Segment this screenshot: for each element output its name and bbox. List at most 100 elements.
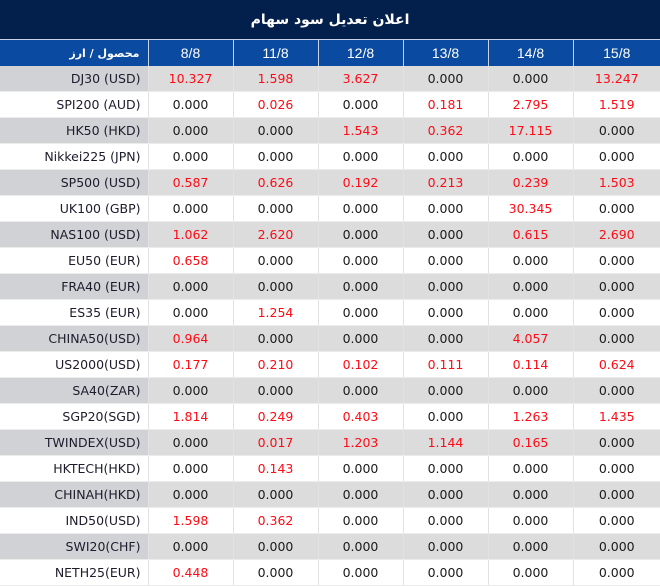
table-row: SWI20(CHF) 0.000 0.000 0.000 0.000 0.000 0.000 bbox=[0, 533, 660, 560]
symbol-cell: CHINA50(USD) bbox=[0, 325, 149, 352]
value-cell: 0.000 bbox=[573, 117, 660, 144]
value-cell: 0.000 bbox=[233, 377, 319, 404]
value-cell: 17.115 bbox=[488, 117, 574, 144]
value-cell: 0.000 bbox=[233, 481, 319, 508]
value-cell: 0.000 bbox=[403, 66, 489, 92]
value-cell: 0.102 bbox=[318, 351, 404, 378]
value-cell: 0.000 bbox=[233, 559, 319, 586]
value-cell: 0.000 bbox=[488, 481, 574, 508]
value-cell: 1.519 bbox=[573, 91, 660, 118]
value-cell: 2.620 bbox=[233, 221, 319, 248]
value-cell: 0.000 bbox=[488, 559, 574, 586]
value-cell: 0.000 bbox=[488, 377, 574, 404]
value-cell: 0.000 bbox=[403, 533, 489, 560]
value-cell: 0.000 bbox=[318, 377, 404, 404]
table-row: SPI200 (AUD) 0.000 0.026 0.000 0.181 2.795 1.5… bbox=[0, 91, 660, 118]
value-cell: 0.000 bbox=[488, 143, 574, 170]
value-cell: 0.000 bbox=[403, 299, 489, 326]
value-cell: 0.000 bbox=[488, 273, 574, 300]
table-row: HK50 (HKD) 0.000 0.000 1.543 0.362 17.115 0.00… bbox=[0, 117, 660, 144]
value-cell: 0.213 bbox=[403, 169, 489, 196]
value-cell: 1.254 bbox=[233, 299, 319, 326]
table-row: ES35 (EUR) 0.000 1.254 0.000 0.000 0.000 0.000 bbox=[0, 299, 660, 326]
value-cell: 0.362 bbox=[233, 507, 319, 534]
value-cell: 0.177 bbox=[148, 351, 234, 378]
symbol-cell: EU50 (EUR) bbox=[0, 247, 149, 274]
value-cell: 0.111 bbox=[403, 351, 489, 378]
symbol-cell: Nikkei225 (JPN) bbox=[0, 143, 149, 170]
header-date: 14/8 bbox=[488, 40, 574, 66]
value-cell: 0.000 bbox=[318, 143, 404, 170]
value-cell: 0.000 bbox=[403, 195, 489, 222]
table-row: IND50(USD) 1.598 0.362 0.000 0.000 0.000 0.000 bbox=[0, 507, 660, 534]
value-cell: 0.192 bbox=[318, 169, 404, 196]
value-cell: 0.249 bbox=[233, 403, 319, 430]
value-cell: 0.587 bbox=[148, 169, 234, 196]
value-cell: 0.000 bbox=[318, 481, 404, 508]
value-cell: 0.000 bbox=[233, 117, 319, 144]
value-cell: 0.000 bbox=[403, 481, 489, 508]
value-cell: 10.327 bbox=[148, 66, 234, 92]
value-cell: 0.000 bbox=[403, 559, 489, 586]
value-cell: 0.000 bbox=[403, 455, 489, 482]
value-cell: 0.000 bbox=[573, 377, 660, 404]
value-cell: 0.000 bbox=[403, 273, 489, 300]
table-row: EU50 (EUR) 0.658 0.000 0.000 0.000 0.000 0.000 bbox=[0, 247, 660, 274]
value-cell: 0.000 bbox=[403, 143, 489, 170]
value-cell: 30.345 bbox=[488, 195, 574, 222]
value-cell: 0.000 bbox=[488, 299, 574, 326]
value-cell: 0.626 bbox=[233, 169, 319, 196]
table-row: CHINAH(HKD) 0.000 0.000 0.000 0.000 0.000 0.00… bbox=[0, 481, 660, 508]
value-cell: 0.000 bbox=[148, 429, 234, 456]
value-cell: 13.247 bbox=[573, 66, 660, 92]
symbol-cell: HK50 (HKD) bbox=[0, 117, 149, 144]
table-row: SGP20(SGD) 1.814 0.249 0.403 0.000 1.263 1.435 bbox=[0, 403, 660, 430]
table-row: HKTECH(HKD) 0.000 0.143 0.000 0.000 0.000 0.00… bbox=[0, 455, 660, 482]
header-date: 15/8 bbox=[573, 40, 660, 66]
value-cell: 0.000 bbox=[573, 507, 660, 534]
value-cell: 0.000 bbox=[148, 533, 234, 560]
value-cell: 0.000 bbox=[573, 455, 660, 482]
symbol-cell: ES35 (EUR) bbox=[0, 299, 149, 326]
value-cell: 0.000 bbox=[488, 455, 574, 482]
value-cell: 0.000 bbox=[318, 195, 404, 222]
symbol-cell: TWINDEX(USD) bbox=[0, 429, 149, 456]
value-cell: 0.000 bbox=[148, 195, 234, 222]
title-text: اعلان تعدیل سود سهام bbox=[250, 11, 410, 28]
value-cell: 0.143 bbox=[233, 455, 319, 482]
value-cell: 0.403 bbox=[318, 403, 404, 430]
value-cell: 0.000 bbox=[573, 143, 660, 170]
value-cell: 1.598 bbox=[233, 66, 319, 92]
value-cell: 0.026 bbox=[233, 91, 319, 118]
value-cell: 0.448 bbox=[148, 559, 234, 586]
table-row: SA40(ZAR) 0.000 0.000 0.000 0.000 0.000 0.000 bbox=[0, 377, 660, 404]
table-row: NETH25(EUR) 0.448 0.000 0.000 0.000 0.000 0.00… bbox=[0, 559, 660, 586]
value-cell: 1.503 bbox=[573, 169, 660, 196]
table-row: UK100 (GBP) 0.000 0.000 0.000 0.000 30.345 0.0… bbox=[0, 195, 660, 222]
table-row: CHINA50(USD) 0.964 0.000 0.000 0.000 4.057 0.0… bbox=[0, 325, 660, 352]
table-row: US2000(USD) 0.177 0.210 0.102 0.111 0.114 0.62… bbox=[0, 351, 660, 378]
header-date: 11/8 bbox=[233, 40, 319, 66]
value-cell: 0.000 bbox=[573, 299, 660, 326]
header-date: 8/8 bbox=[148, 40, 234, 66]
table-row: FRA40 (EUR) 0.000 0.000 0.000 0.000 0.000 0.00… bbox=[0, 273, 660, 300]
table-row: TWINDEX(USD) 0.000 0.017 1.203 1.144 0.165 0.0… bbox=[0, 429, 660, 456]
table-header-row: محصول / ارز 8/8 11/8 12/8 13/8 14/8 15/8 bbox=[0, 40, 660, 66]
value-cell: 0.000 bbox=[148, 143, 234, 170]
symbol-cell: CHINAH(HKD) bbox=[0, 481, 149, 508]
symbol-cell: UK100 (GBP) bbox=[0, 195, 149, 222]
symbol-cell: US2000(USD) bbox=[0, 351, 149, 378]
table-row: DJ30 (USD) 10.327 1.598 3.627 0.000 0.000 13.2… bbox=[0, 66, 660, 92]
value-cell: 0.000 bbox=[403, 221, 489, 248]
value-cell: 0.000 bbox=[148, 377, 234, 404]
table-row: SP500 (USD) 0.587 0.626 0.192 0.213 0.239 1.50… bbox=[0, 169, 660, 196]
value-cell: 0.000 bbox=[318, 455, 404, 482]
value-cell: 1.144 bbox=[403, 429, 489, 456]
table-row: NAS100 (USD) 1.062 2.620 0.000 0.000 0.615 2.6… bbox=[0, 221, 660, 248]
value-cell: 0.000 bbox=[318, 325, 404, 352]
table-body: DJ30 (USD) 10.327 1.598 3.627 0.000 0.000 13.2… bbox=[0, 66, 660, 586]
symbol-cell: SPI200 (AUD) bbox=[0, 91, 149, 118]
value-cell: 0.000 bbox=[573, 559, 660, 586]
value-cell: 1.814 bbox=[148, 403, 234, 430]
value-cell: 0.362 bbox=[403, 117, 489, 144]
